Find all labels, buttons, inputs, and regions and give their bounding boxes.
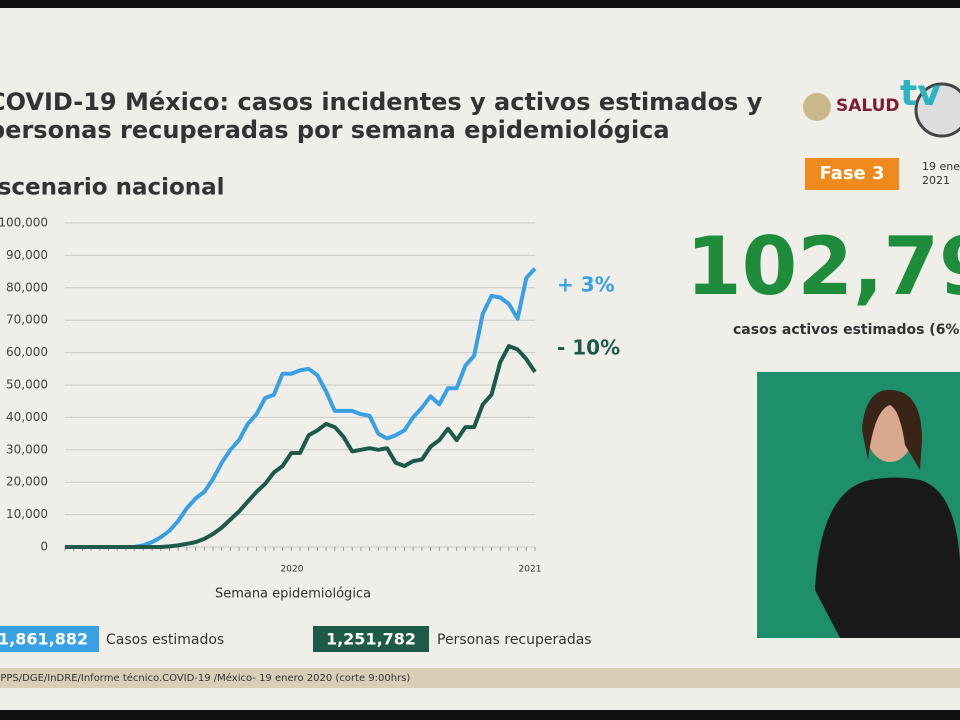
footer-strip <box>0 668 960 688</box>
legend-total: 1,861,882 <box>0 630 88 649</box>
date: 19 enero <box>922 160 960 173</box>
year-label: 2021 <box>519 565 542 575</box>
tv-logo: tv <box>900 73 941 114</box>
legend-total: 1,251,782 <box>326 630 416 649</box>
legend-box <box>0 626 99 652</box>
phase-box <box>805 158 899 190</box>
legend-label: Personas recuperadas <box>437 632 592 648</box>
logo-text: SALUD <box>836 96 900 116</box>
y-tick-label: 10,000 <box>6 507 48 521</box>
seal <box>803 93 831 121</box>
source: SPPS/DGE/InDRE/Informe técnico.COVID-19 … <box>0 672 410 684</box>
date: 2021 <box>922 174 950 187</box>
interpreter <box>815 477 960 638</box>
title-line: personas recuperadas por semana epidemio… <box>0 116 670 144</box>
y-tick-label: 40,000 <box>6 410 48 424</box>
kpi-value: 102,797 <box>686 220 960 313</box>
y-tick-label: 70,000 <box>6 313 48 327</box>
kpi-label: casos activos estimados (6%) <box>733 322 960 338</box>
change-label: - 10% <box>557 336 620 360</box>
y-tick-label: 20,000 <box>6 475 48 489</box>
x-axis-title: Semana epidemiológica <box>215 587 371 602</box>
subtitle: Escenario nacional <box>0 175 225 201</box>
tv-badge <box>914 82 960 138</box>
year-label: 2020 <box>281 565 304 575</box>
phase: Fase 3 <box>819 163 884 184</box>
y-tick-label: 90,000 <box>6 248 48 262</box>
y-tick-label: 0 <box>40 540 48 554</box>
legend-label: Casos estimados <box>106 632 224 648</box>
plot: 0 10,000 20,000 30,000 40,000 50,000 60,000 70,… <box>0 216 620 554</box>
change-label: + 3% <box>557 273 615 297</box>
legend-box <box>313 626 429 652</box>
y-tick-label: 30,000 <box>6 442 48 456</box>
y-tick-label: 80,000 <box>6 280 48 294</box>
series-line <box>65 344 537 549</box>
y-tick-label: 100,000 <box>0 216 48 230</box>
y-tick-label: 50,000 <box>6 378 48 392</box>
title-line: COVID-19 México: casos incidentes y acti… <box>0 88 763 116</box>
y-tick-label: 60,000 <box>6 345 48 359</box>
interpreter-hair <box>862 389 922 470</box>
